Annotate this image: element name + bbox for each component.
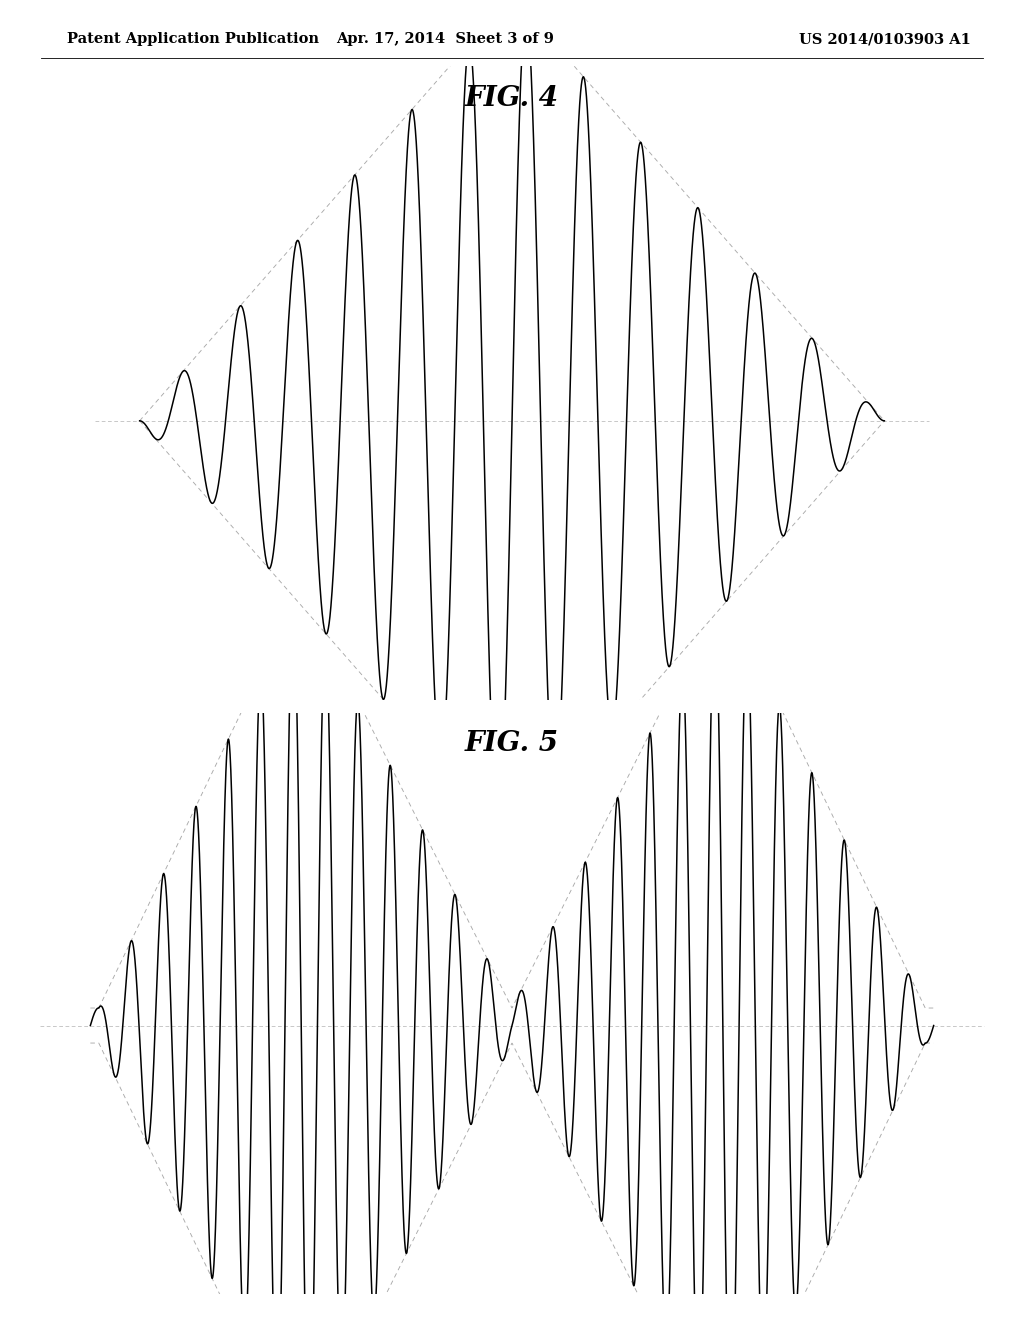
Text: Apr. 17, 2014  Sheet 3 of 9: Apr. 17, 2014 Sheet 3 of 9	[337, 32, 554, 46]
Text: FIG. 5: FIG. 5	[465, 730, 559, 756]
Text: US 2014/0103903 A1: US 2014/0103903 A1	[799, 32, 971, 46]
Text: Patent Application Publication: Patent Application Publication	[67, 32, 318, 46]
Text: FIG. 4: FIG. 4	[465, 84, 559, 112]
